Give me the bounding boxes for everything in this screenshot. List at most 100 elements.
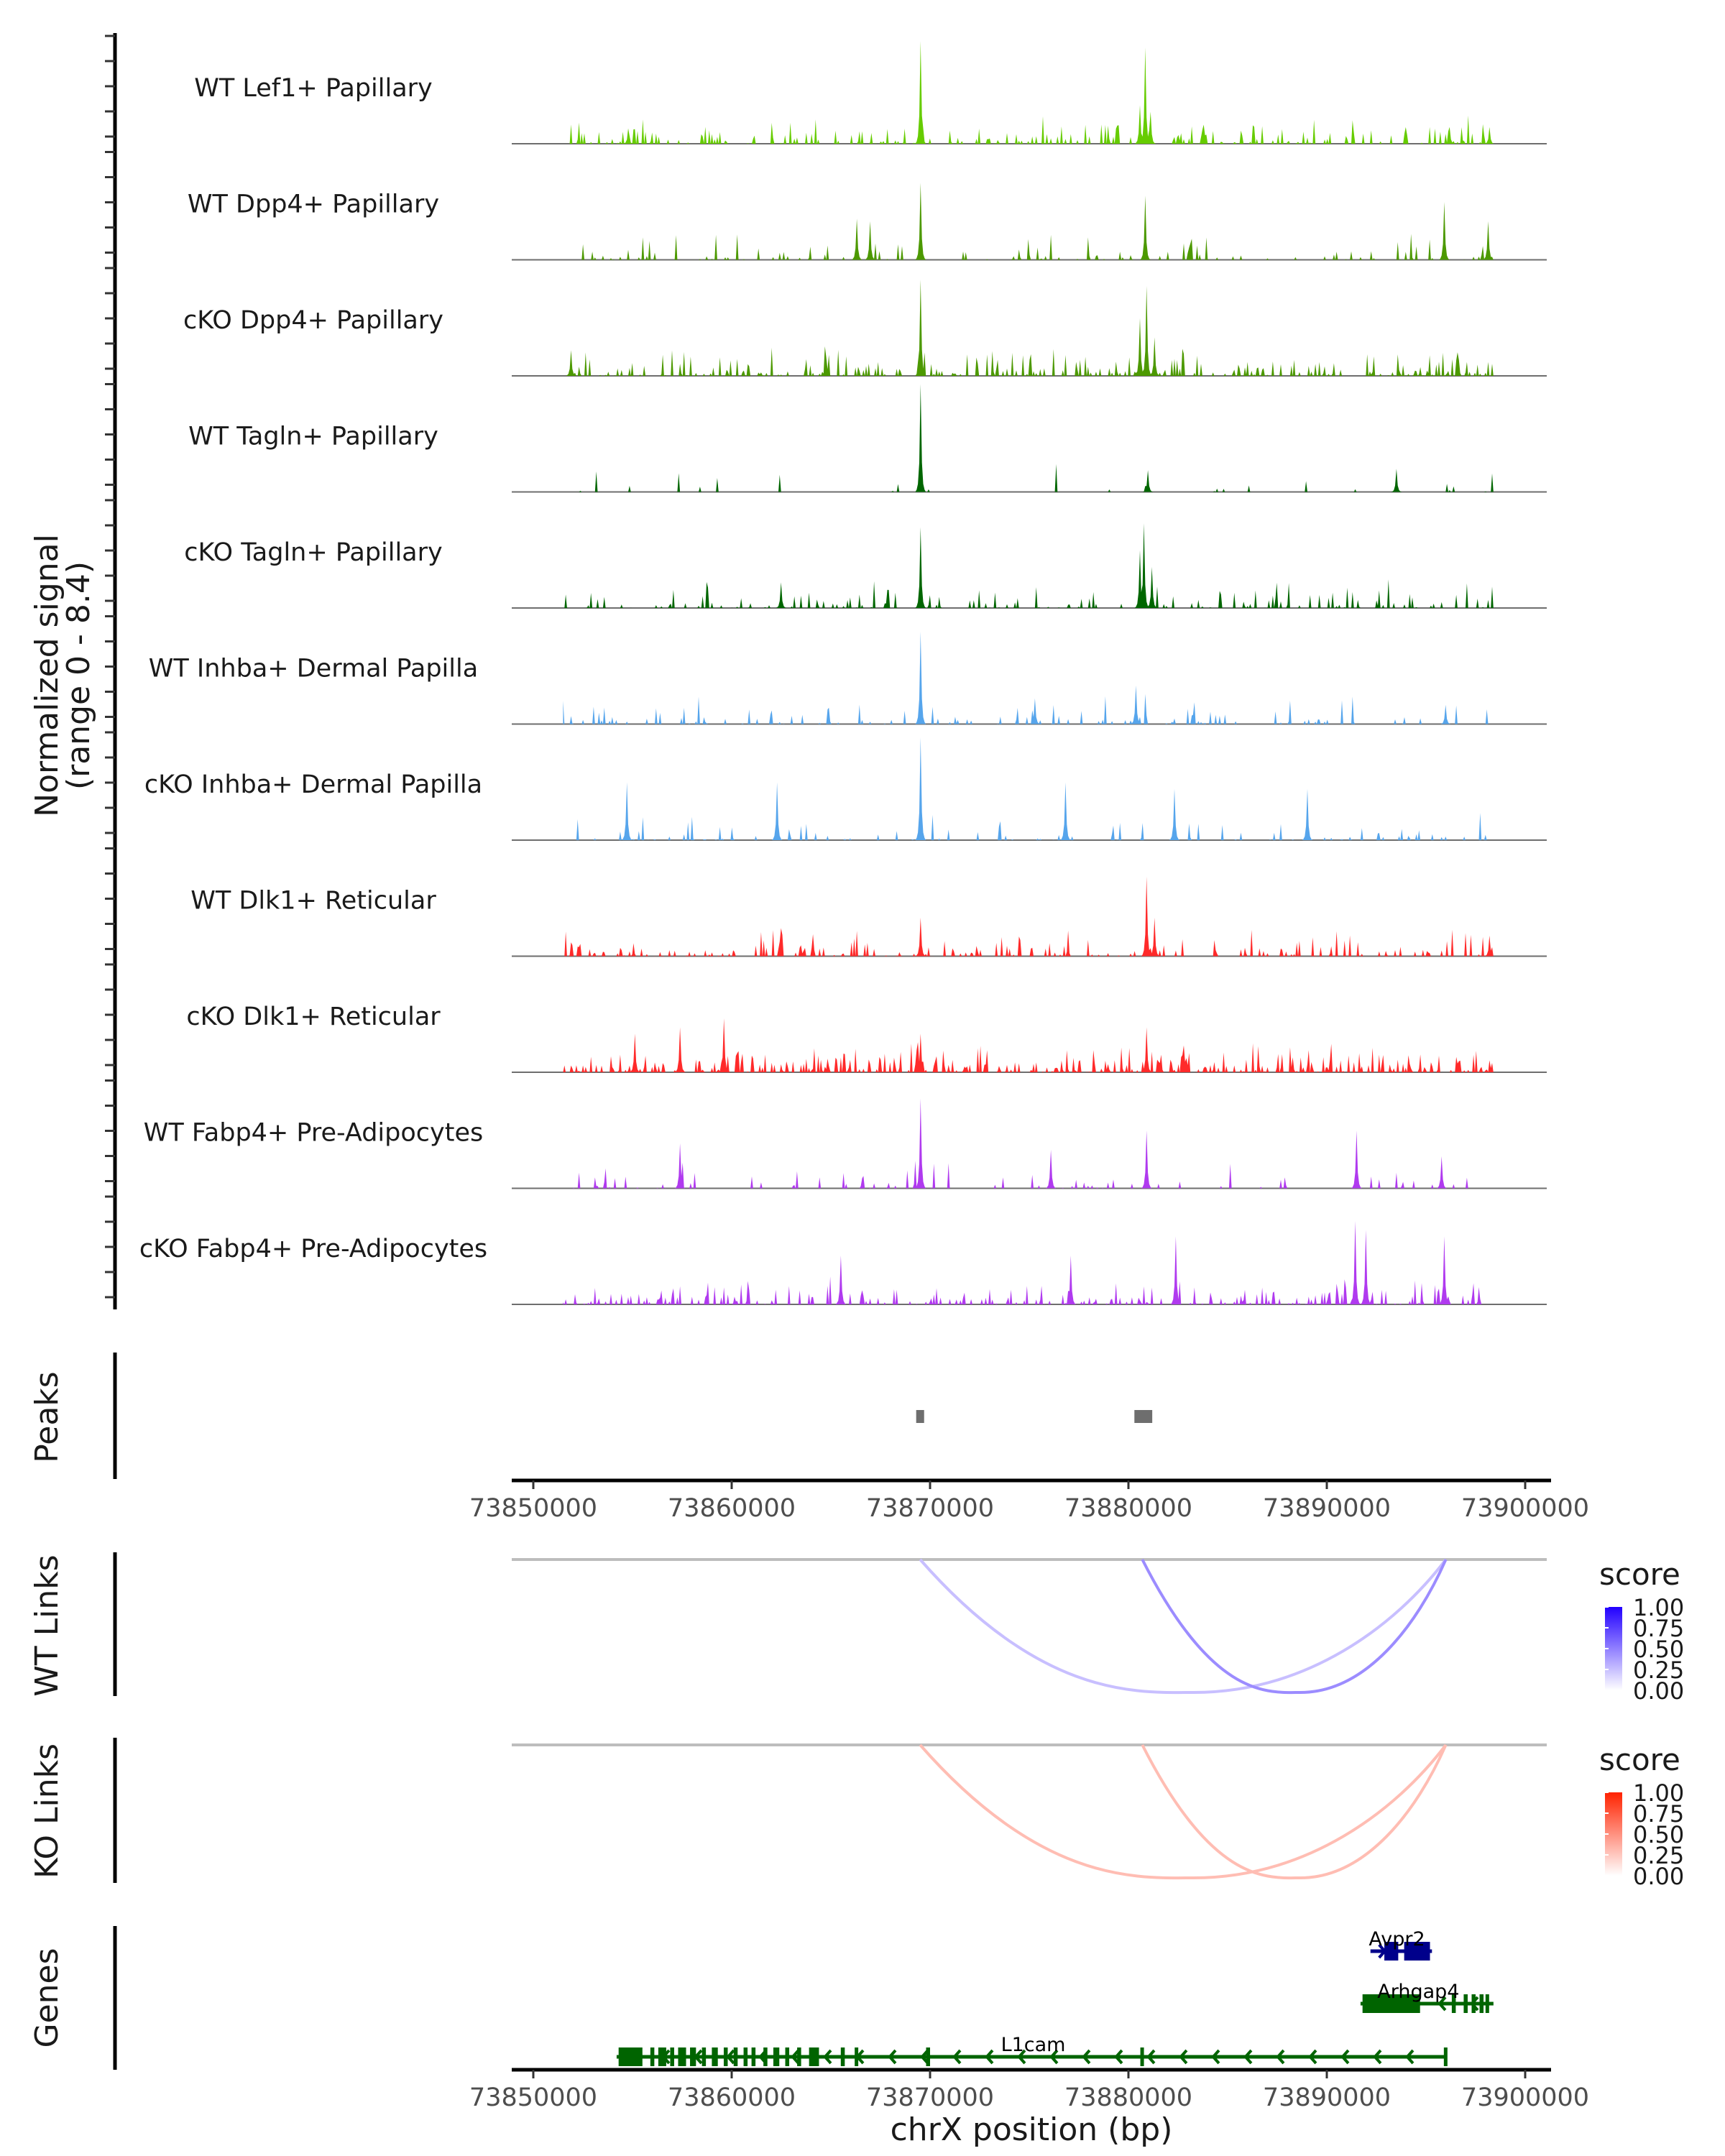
gene-exon — [658, 2047, 666, 2066]
gene-exon — [712, 2047, 718, 2066]
gene-exon — [618, 2047, 643, 2066]
track-label: WT Inhba+ Dermal Papilla — [149, 655, 478, 683]
strand-arrow — [1114, 2049, 1123, 2065]
track-signal-area — [563, 384, 1494, 492]
gene-exon — [1384, 1942, 1399, 1961]
strand-arrow — [1405, 2049, 1414, 2065]
gene-exon — [1463, 1994, 1468, 2013]
track-signal-area — [563, 280, 1494, 376]
peaks-panel: Peaks 73850000 73860000 73870000 73880000 73… — [29, 1353, 1589, 1523]
strand-arrow — [1049, 2049, 1059, 2065]
strand-arrow — [791, 2049, 800, 2065]
track-8: WT Dlk1+ Reticular — [190, 876, 1547, 957]
strand-arrow — [1308, 2049, 1317, 2065]
strand-arrow — [1082, 2049, 1091, 2065]
gene-exon — [1140, 2047, 1144, 2066]
track-7: cKO Inhba+ Dermal Papilla — [144, 737, 1547, 841]
x-tick-label: 73870000 — [866, 1494, 994, 1523]
gene-arhgap4: Arhgap4 — [1360, 1981, 1494, 2013]
gene-exon — [797, 2047, 801, 2066]
link-arc — [1141, 1744, 1448, 1880]
wt-legend-title: score — [1599, 1557, 1680, 1592]
gene-label: Arhgap4 — [1377, 1981, 1459, 2003]
link-arc — [919, 1558, 1448, 1695]
gene-label: L1cam — [1001, 2034, 1066, 2056]
gene-exon — [1443, 2047, 1448, 2066]
genes-panel: Genes Avpr2 Arhgap4 L1cam 73850000 73860000… — [29, 1926, 1589, 2148]
gene-exon — [855, 2047, 859, 2066]
track-label: WT Fabp4+ Pre-Adipocytes — [144, 1119, 483, 1148]
x-tick-label: 73890000 — [1263, 1494, 1391, 1523]
gene-exon — [743, 2047, 748, 2066]
gene-label: Avpr2 — [1368, 1928, 1425, 1950]
x-axis-lower: 73850000 73860000 73870000 73880000 73890000… — [469, 2068, 1589, 2112]
x-tick-label: 73880000 — [1064, 1494, 1192, 1523]
legend-tick-label: 0.50 — [1633, 1821, 1684, 1848]
gene-exon — [723, 2047, 728, 2066]
strand-arrow — [823, 2049, 832, 2065]
coverage-y-axis-ticks — [105, 34, 115, 1299]
gene-exon — [678, 2047, 686, 2066]
ko-legend-title: score — [1599, 1742, 1680, 1777]
x-tick-label: 73880000 — [1064, 2083, 1192, 2112]
strand-arrow — [952, 2049, 962, 2065]
gene-exon — [751, 2047, 756, 2066]
legend-tick-label: 1.00 — [1633, 1779, 1684, 1807]
track-4: WT Tagln+ Papillary — [188, 384, 1547, 493]
ko-links-legend: score 1.000.750.500.250.00 — [1599, 1742, 1684, 1890]
gene-avpr2: Avpr2 — [1368, 1928, 1432, 1961]
legend-tick-label: 0.25 — [1633, 1657, 1684, 1684]
track-6: WT Inhba+ Dermal Papilla — [149, 631, 1547, 725]
track-signal-area — [563, 1220, 1494, 1304]
gene-exon — [690, 2047, 696, 2066]
wt-links-legend: score 1.000.750.500.250.00 — [1599, 1557, 1684, 1705]
track-label: cKO Dlk1+ Reticular — [186, 1003, 441, 1031]
track-signal-area — [563, 523, 1494, 608]
x-tick-label: 73890000 — [1263, 2083, 1391, 2112]
track-label: cKO Dpp4+ Papillary — [183, 306, 443, 335]
track-signal-area — [563, 1018, 1494, 1072]
wt-legend-ticks: 1.000.750.500.250.00 — [1605, 1594, 1684, 1705]
y-axis-title-line1: Normalized signal — [29, 534, 65, 817]
legend-tick-label: 0.75 — [1633, 1615, 1684, 1642]
wt-links-panel-label: WT Links — [29, 1554, 65, 1696]
track-3: cKO Dpp4+ Papillary — [183, 280, 1547, 377]
legend-tick-label: 0.75 — [1633, 1800, 1684, 1828]
gene-exon — [773, 2047, 780, 2066]
ko-legend-ticks: 1.000.750.500.250.00 — [1605, 1779, 1684, 1890]
gene-exon — [1471, 1994, 1476, 2013]
track-2: WT Dpp4+ Papillary — [188, 183, 1547, 261]
track-10: WT Fabp4+ Pre-Adipocytes — [144, 1098, 1547, 1189]
legend-tick-label: 0.50 — [1633, 1636, 1684, 1663]
gene-exon — [1485, 1994, 1489, 2013]
gene-exon — [1362, 1994, 1420, 2013]
track-label: cKO Fabp4+ Pre-Adipocytes — [139, 1235, 487, 1263]
track-label: cKO Inhba+ Dermal Papilla — [144, 770, 482, 799]
x-tick-label: 73860000 — [668, 1494, 796, 1523]
y-axis-title-line2: (range 0 - 8.4) — [60, 561, 97, 790]
gene-exon — [785, 2047, 790, 2066]
strand-arrow — [1179, 2049, 1188, 2065]
peak-region — [916, 1410, 924, 1423]
track-label: WT Dlk1+ Reticular — [190, 887, 436, 916]
strand-arrow — [1276, 2049, 1285, 2065]
ko-links-panel: KO Links score 1.000.750.500.250.00 — [29, 1738, 1684, 1890]
legend-tick-label: 0.00 — [1633, 1677, 1684, 1705]
gene-exon — [840, 2047, 845, 2066]
gene-l1cam: L1cam — [616, 2034, 1448, 2066]
strand-arrow — [1438, 1996, 1447, 2012]
strand-arrow — [1340, 2049, 1350, 2065]
strand-arrow — [1243, 2049, 1253, 2065]
peaks-panel-label: Peaks — [29, 1371, 65, 1462]
genes-panel-label: Genes — [29, 1948, 65, 2047]
gene-exon — [650, 2047, 655, 2066]
legend-tick-label: 0.00 — [1633, 1863, 1684, 1890]
ko-links-panel-label: KO Links — [29, 1743, 65, 1879]
strand-arrow — [985, 2049, 994, 2065]
gene-exon — [926, 2047, 931, 2066]
strand-arrow — [1211, 2049, 1220, 2065]
strand-arrow — [1373, 2049, 1382, 2065]
legend-tick-label: 1.00 — [1633, 1594, 1684, 1621]
gene-exon — [1479, 1994, 1484, 2013]
